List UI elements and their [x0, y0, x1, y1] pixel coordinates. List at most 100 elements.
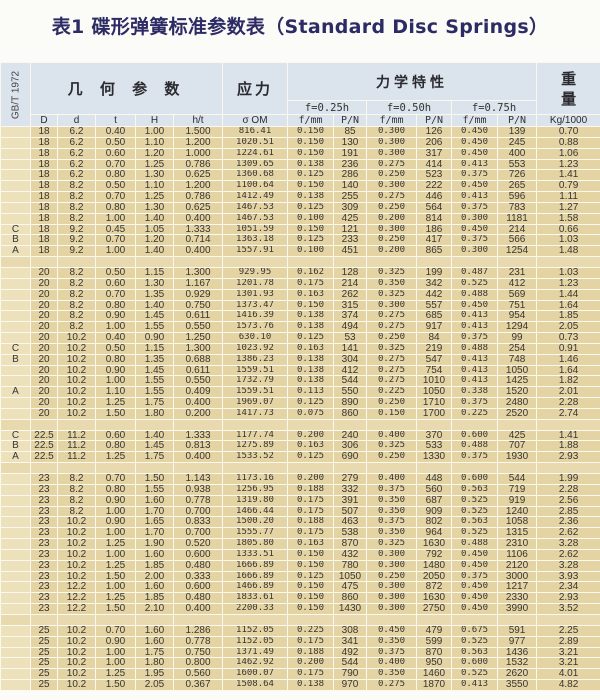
deflection-3-cell: 0.450	[451, 136, 498, 149]
load-3-cell: 99	[496, 332, 538, 344]
deflection-1-cell: 0.150	[287, 299, 334, 312]
thickness-cell: 1.00	[95, 375, 136, 388]
table-row: 20 10.2 0.40 0.90 1.250 630.10 0.125 53 0.250 84 0…	[0, 332, 600, 344]
load-1-cell: 236	[333, 158, 367, 171]
height-cell: 1.30	[135, 277, 174, 290]
deflection-1-cell: 0.150	[287, 223, 334, 236]
table-row: A 22.5 11.2 1.25 1.75 0.400 1533.52 0.125 690 0.2…	[0, 451, 600, 464]
thickness-cell: 1.00	[95, 212, 136, 225]
deflection-2-cell: 0.275	[366, 375, 417, 388]
empty-cell	[536, 462, 600, 474]
deflection-1-cell: 0.138	[287, 353, 334, 366]
load-2-cell: 909	[416, 505, 452, 518]
load-1-cell: 262	[333, 288, 367, 301]
deflection-3-cell: 0.450	[451, 147, 498, 160]
load-3-cell: 1106	[496, 548, 538, 561]
thickness-cell: 1.00	[95, 505, 136, 518]
grade-cell	[0, 538, 31, 550]
load-3-cell: 1050	[496, 364, 538, 377]
table-row: 23 10.2 1.50 2.00 0.333 1666.89 0.125 1050 0.250…	[0, 570, 600, 583]
deflection-2-cell: 0.300	[366, 548, 417, 561]
load-2-cell: 206	[416, 136, 452, 149]
deflection-2-cell: 0.200	[366, 245, 417, 258]
load-1-cell: 140	[333, 180, 367, 193]
load-1-cell: 315	[333, 299, 367, 312]
outer-diameter-cell: 23	[30, 516, 58, 529]
table-row: 20 8.2 0.50 1.15 1.300 929.95 0.162 128 0.325 199…	[0, 266, 600, 279]
height-cell: 1.60	[135, 635, 174, 648]
empty-cell	[416, 613, 452, 626]
thickness-cell: 0.45	[95, 223, 136, 236]
thickness-cell: 0.90	[95, 494, 136, 507]
inner-diameter-cell: 10.2	[57, 646, 96, 659]
stress-cell: 1301.93	[222, 288, 288, 301]
deflection-050-header: f=0.50h	[366, 100, 452, 115]
height-cell: 1.90	[135, 538, 174, 550]
deflection-3-cell: 0.487	[451, 266, 498, 279]
outer-diameter-cell: 20	[30, 266, 58, 279]
weight-cell: 1.64	[536, 299, 600, 312]
h-t-ratio-cell: 0.600	[173, 548, 223, 561]
inner-diameter-cell: 8.2	[57, 277, 96, 290]
load-2-cell: 792	[416, 548, 452, 561]
load-3-cell: 566	[496, 234, 538, 247]
outer-diameter-cell: 18	[30, 245, 58, 258]
empty-cell	[366, 256, 417, 268]
table-row: 20 8.2 0.90 1.45 0.611 1416.39 0.138 374 0.275 68…	[0, 310, 600, 323]
inner-diameter-cell: 8.2	[57, 201, 96, 214]
deflection-3-cell: 0.488	[451, 288, 498, 301]
weight-cell: 2.56	[536, 494, 600, 507]
load-2-cell: 317	[416, 147, 452, 160]
height-cell: 1.80	[135, 657, 174, 670]
deflection-1-cell: 0.150	[287, 581, 334, 594]
grade-cell: C	[0, 223, 31, 236]
thickness-cell: 0.80	[95, 353, 136, 366]
load-3-cell: 1930	[496, 451, 538, 464]
grade-cell	[0, 332, 31, 344]
load-1-cell: 309	[333, 201, 367, 214]
stress-cell: 1412.49	[222, 191, 288, 203]
outer-diameter-cell: 20	[30, 397, 58, 409]
inner-diameter-cell: 10.2	[57, 657, 96, 670]
grade-cell	[0, 407, 31, 420]
deflection-1-cell: 0.200	[287, 429, 334, 442]
outer-diameter-cell: 25	[30, 668, 58, 681]
outer-diameter-cell: 20	[30, 310, 58, 323]
weight-cell: 2.25	[536, 624, 600, 637]
table-row: 20 10.2 1.50 1.80 0.200 1417.73 0.075 860 0.150 1…	[0, 407, 600, 420]
load-3-cell: 553	[496, 158, 538, 171]
h-t-ratio-cell: 1.167	[173, 277, 223, 290]
weight-cell: 3.28	[536, 538, 600, 550]
deflection-1-cell: 0.100	[287, 212, 334, 225]
grade-cell	[0, 212, 31, 225]
weight-cell: 1.06	[536, 147, 600, 160]
deflection-3-cell: 0.525	[451, 505, 498, 518]
deflection-1-cell: 0.175	[287, 277, 334, 290]
h-t-ratio-cell: 1.200	[173, 180, 223, 193]
table-row: 23 8.2 0.90 1.60 0.778 1319.80 0.175 391 0.350 68…	[0, 494, 600, 507]
outer-diameter-cell: 23	[30, 473, 58, 485]
h-t-ratio-cell: 0.400	[173, 451, 223, 464]
empty-cell	[536, 256, 600, 268]
deflection-1-cell: 0.150	[287, 603, 334, 615]
weight-cell: 2.93	[536, 592, 600, 605]
load-3-cell: 231	[496, 266, 538, 279]
table-row: 20 8.2 0.80 1.40 0.750 1373.47 0.150 315 0.300 55…	[0, 299, 600, 312]
deflection-2-cell: 0.350	[366, 505, 417, 518]
load-2-cell: 917	[416, 321, 452, 334]
table-row: 23 12.2 1.00 1.60 0.600 1466.89 0.150 475 0.300 8…	[0, 581, 600, 594]
empty-cell	[135, 613, 174, 626]
load-3-cell: 254	[496, 342, 538, 355]
deflection-1-cell: 0.138	[287, 191, 334, 203]
deflection-3-cell: 0.525	[451, 494, 498, 507]
h-t-ratio-cell: 0.560	[173, 668, 223, 681]
height-cell: 1.55	[135, 483, 174, 496]
table-row: 20 8.2 1.00 1.55 0.550 1573.76 0.138 494 0.275 91…	[0, 321, 600, 334]
load-2-cell: 448	[416, 473, 452, 485]
load-1-cell: 690	[333, 451, 367, 464]
weight-cell: 0.91	[536, 342, 600, 355]
deflection-3-cell: 0.413	[451, 353, 498, 366]
h-t-ratio-cell: 0.786	[173, 191, 223, 203]
empty-cell	[366, 462, 417, 474]
thickness-cell: 0.50	[95, 266, 136, 279]
